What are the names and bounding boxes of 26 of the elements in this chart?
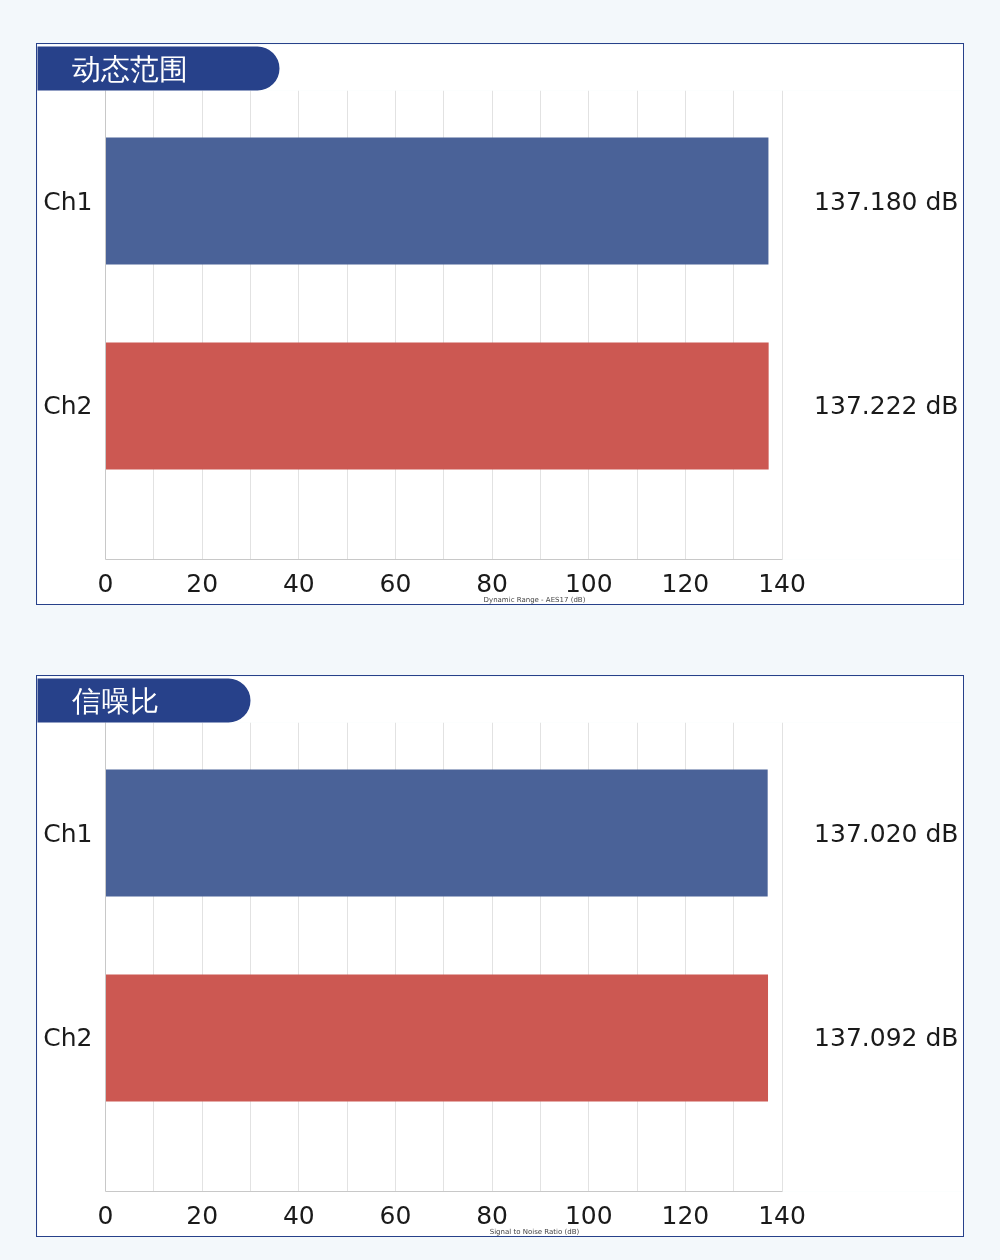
chart-title: 信噪比: [71, 683, 159, 718]
data-label: 137.020 dB: [814, 818, 959, 848]
x-tick-label: 100: [564, 568, 613, 598]
x-tick-label: 40: [282, 1200, 315, 1230]
y-tick-label: Ch2: [43, 1023, 93, 1053]
x-tick-label: 0: [97, 568, 114, 598]
x-tick-label: 20: [186, 568, 219, 598]
x-tick-label: 120: [661, 1200, 710, 1230]
x-tick-label: 80: [476, 568, 509, 598]
x-tick-label: 140: [758, 1200, 806, 1230]
y-tick-label: Ch1: [43, 818, 93, 848]
x-tick-label: 20: [186, 1200, 219, 1230]
data-label: 137.092 dB: [814, 1023, 959, 1053]
x-tick-label: 60: [379, 1200, 412, 1230]
x-tick-label: 120: [661, 568, 710, 598]
y-tick-label: Ch2: [43, 391, 93, 421]
data-label: 137.222 dB: [814, 391, 959, 421]
x-tick-label: 140: [758, 568, 806, 598]
x-tick-label: 100: [564, 1200, 613, 1230]
chart-title: 动态范围: [71, 51, 188, 86]
x-tick-label: 40: [282, 568, 315, 598]
x-tick-label: 0: [97, 1200, 114, 1230]
x-tick-label: 60: [379, 568, 412, 598]
y-tick-label: Ch1: [43, 186, 93, 216]
data-label: 137.180 dB: [814, 186, 959, 216]
x-tick-label: 80: [476, 1200, 509, 1230]
